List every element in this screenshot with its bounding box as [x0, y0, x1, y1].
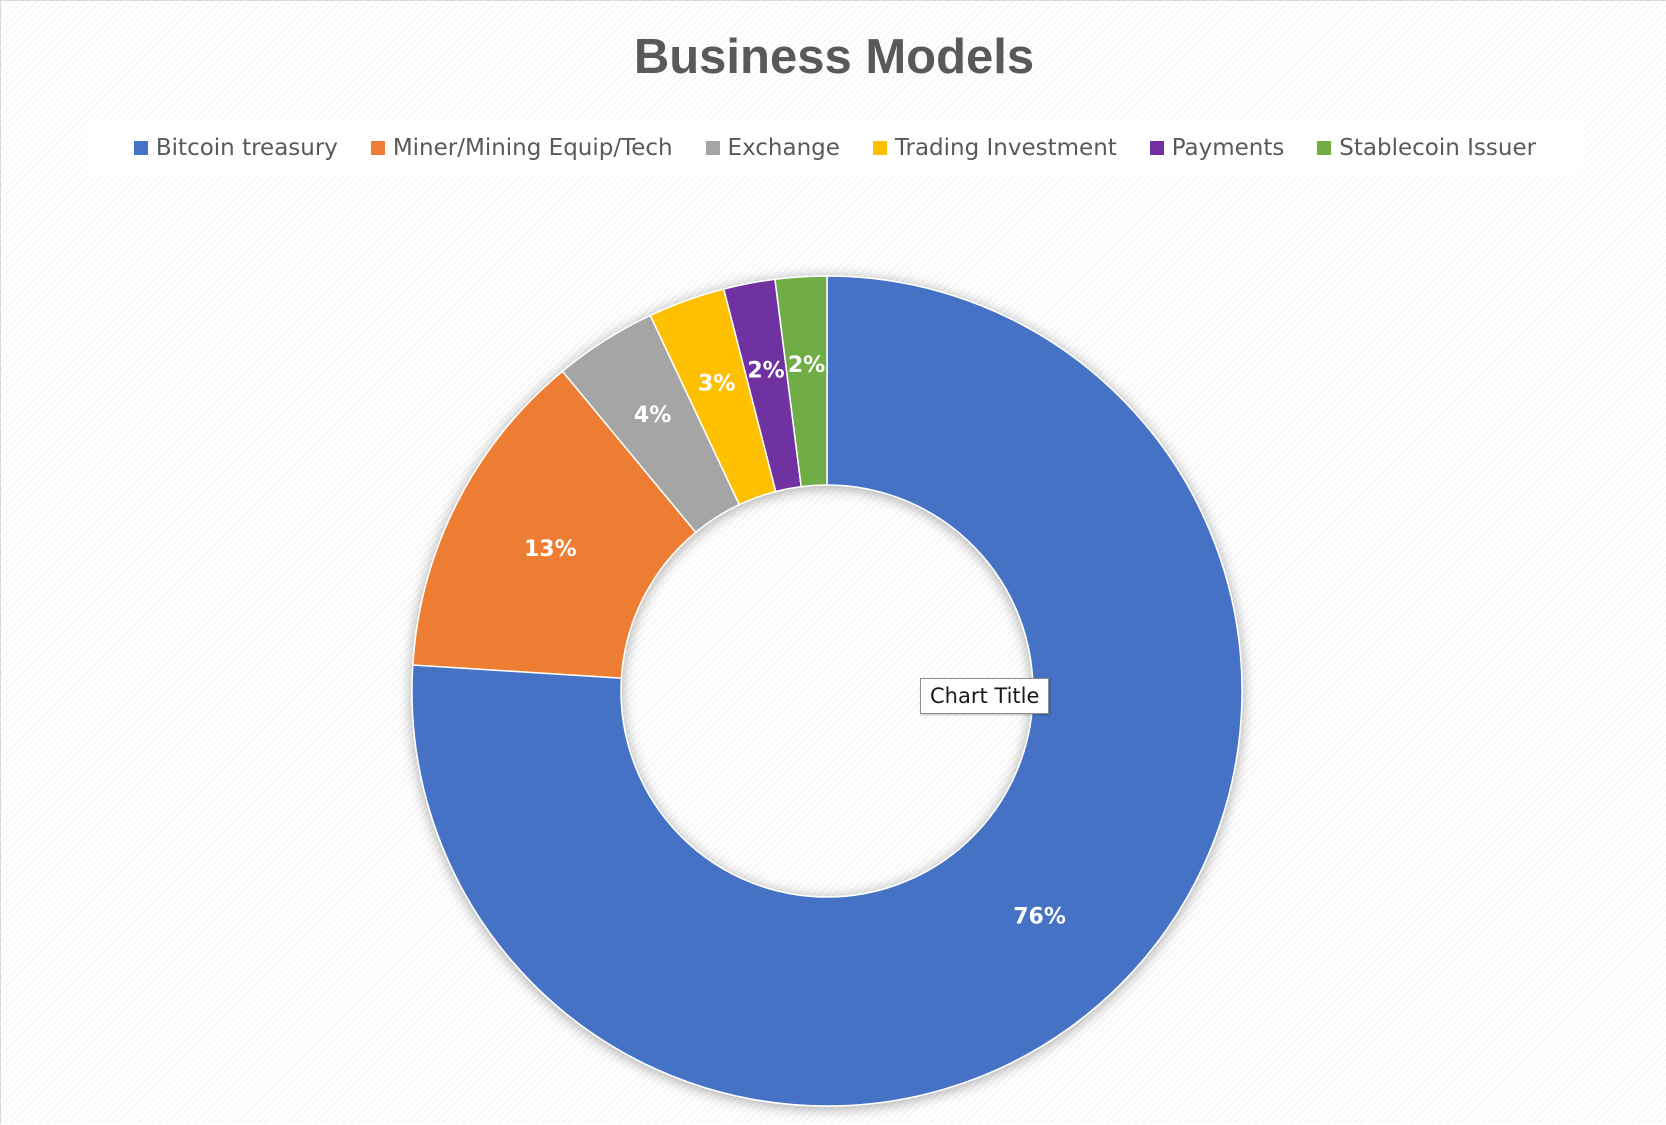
slice-data-label: 13% [524, 537, 577, 562]
legend-item[interactable]: Payments [1149, 135, 1285, 161]
slice-data-label: 2% [747, 358, 784, 383]
legend-label: Payments [1171, 135, 1285, 161]
legend-item[interactable]: Stablecoin Issuer [1317, 135, 1536, 161]
chart-title: Business Models [633, 30, 1035, 84]
slice-data-label: 2% [788, 353, 825, 378]
legend-label: Miner/Mining Equip/Tech [392, 135, 673, 161]
chart-tooltip: Chart Title [920, 678, 1050, 714]
legend-item[interactable]: Miner/Mining Equip/Tech [370, 135, 673, 161]
slice-data-label: 4% [634, 403, 671, 428]
legend-swatch [1149, 141, 1164, 155]
donut-slice[interactable] [774, 275, 828, 488]
slice-data-label: 3% [698, 372, 735, 397]
legend-label: Trading Investment [894, 135, 1117, 161]
slice-data-label: 76% [1013, 904, 1066, 929]
legend-label: Exchange [727, 135, 840, 161]
legend-label: Stablecoin Issuer [1339, 135, 1537, 161]
donut-slice[interactable] [411, 275, 1243, 1107]
chart-legend[interactable]: Bitcoin treasury Miner/Mining Equip/Tech E… [87, 121, 1583, 175]
legend-item[interactable]: Bitcoin treasury [133, 135, 338, 161]
legend-label: Bitcoin treasury [155, 135, 338, 161]
legend-swatch [370, 141, 385, 155]
legend-swatch [705, 141, 720, 155]
legend-swatch [1317, 141, 1332, 155]
legend-item[interactable]: Exchange [705, 135, 840, 161]
legend-swatch [133, 141, 148, 155]
legend-item[interactable]: Trading Investment [872, 135, 1117, 161]
legend-swatch [872, 141, 887, 155]
